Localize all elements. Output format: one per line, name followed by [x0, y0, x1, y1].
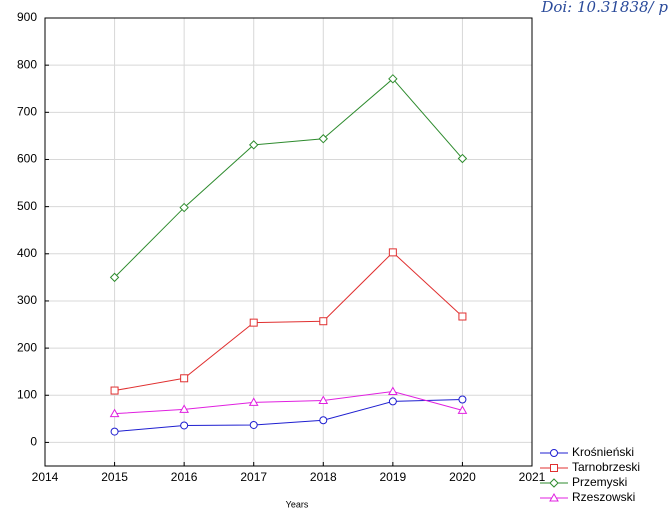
y-tick-label: 200	[17, 340, 37, 354]
legend-label: Tarnobrzeski	[572, 460, 640, 474]
marker	[550, 449, 558, 457]
marker	[180, 374, 189, 383]
marker	[248, 397, 259, 406]
marker	[179, 202, 189, 213]
marker	[549, 478, 559, 488]
y-tick-label: 600	[17, 152, 37, 166]
marker	[550, 464, 558, 472]
plot-frame	[44, 17, 533, 467]
legend-label: Przemyski	[572, 475, 627, 489]
marker	[457, 405, 468, 414]
marker	[319, 416, 328, 425]
marker	[458, 395, 467, 404]
x-tick-label: 2017	[240, 470, 267, 484]
y-tick-label: 900	[17, 10, 37, 24]
marker	[109, 408, 120, 418]
line	[114, 390, 463, 415]
marker	[249, 420, 258, 429]
marker	[179, 404, 190, 413]
line	[114, 251, 463, 392]
x-tick-label: 2016	[171, 470, 198, 484]
line	[114, 78, 463, 278]
marker	[249, 140, 259, 150]
marker	[319, 317, 328, 326]
x-tick-label: 2018	[310, 470, 337, 484]
marker	[249, 318, 258, 327]
annotation: Doi: 10.31838/ p	[540, 0, 668, 16]
x-axis-label: Years	[286, 499, 309, 509]
marker	[318, 395, 329, 404]
marker	[387, 386, 398, 395]
y-tick-label: 700	[17, 104, 37, 118]
marker	[388, 74, 398, 84]
marker	[110, 427, 119, 436]
y-tick-label: 500	[17, 199, 37, 213]
line	[114, 399, 463, 433]
marker	[388, 397, 397, 406]
y-tick-label: 800	[17, 57, 37, 71]
marker	[109, 272, 120, 283]
marker	[457, 153, 468, 164]
legend-label: Rzeszowski	[572, 490, 635, 504]
y-tick-label: 0	[30, 435, 37, 449]
x-tick-label: 2014	[32, 470, 59, 484]
legend-label: Krośnieński	[572, 445, 634, 459]
x-tick-label: 2020	[449, 470, 476, 484]
x-tick-label: 2015	[101, 470, 128, 484]
marker	[318, 134, 328, 144]
marker	[388, 248, 397, 257]
marker	[458, 312, 467, 321]
y-tick-label: 100	[17, 387, 37, 401]
x-tick-label: 2019	[380, 470, 407, 484]
marker	[180, 421, 189, 430]
x-tick-label: 2021	[519, 470, 546, 484]
marker	[110, 386, 119, 395]
y-tick-label: 300	[17, 293, 37, 307]
y-tick-label: 400	[17, 246, 37, 260]
marker	[549, 492, 559, 502]
